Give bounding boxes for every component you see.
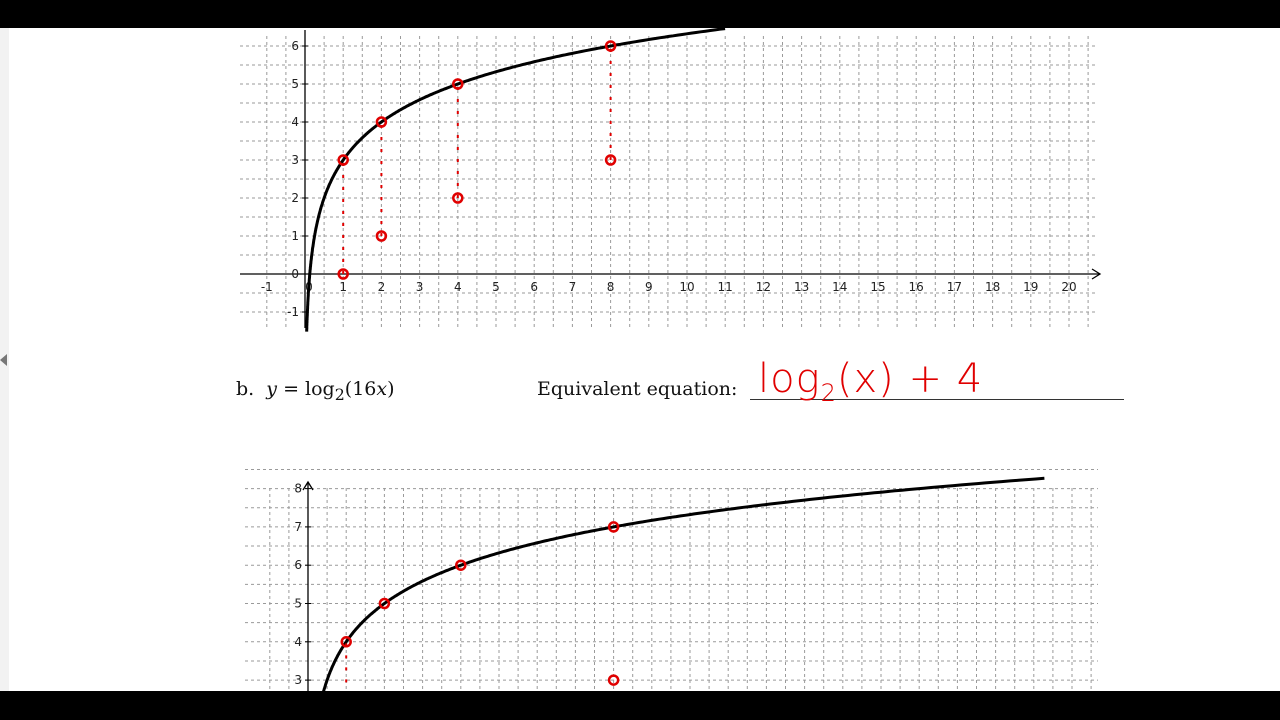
problem-base: 2 <box>334 384 345 404</box>
x-tick-label: 10 <box>679 280 694 294</box>
plotted-point <box>378 597 391 610</box>
x-tick-label: 18 <box>985 280 1000 294</box>
plotted-point <box>604 154 617 166</box>
y-tick-label: 4 <box>294 635 302 649</box>
x-tick-label: 20 <box>1061 280 1076 294</box>
y-tick-label: 5 <box>291 77 299 91</box>
log-curve <box>305 28 726 332</box>
log-curve <box>322 476 1045 691</box>
y-tick-label: 1 <box>291 229 299 243</box>
x-tick-label: 8 <box>607 280 615 294</box>
y-tick-label: 8 <box>294 482 302 496</box>
x-tick-label: 16 <box>909 280 924 294</box>
handwritten-answer: log2(x) + 4 <box>758 356 983 407</box>
x-tick-label: 5 <box>492 280 500 294</box>
x-tick-label: 15 <box>870 280 885 294</box>
x-tick-label: 17 <box>947 280 962 294</box>
y-tick-label: -1 <box>287 305 299 319</box>
x-tick-label: 12 <box>756 280 771 294</box>
answer-line[interactable] <box>750 399 1124 400</box>
hand-rest: (x) + 4 <box>836 356 984 402</box>
x-tick-label: 2 <box>378 280 386 294</box>
x-tick-label: 11 <box>718 280 733 294</box>
plotted-point <box>340 636 352 648</box>
plotted-point <box>607 521 620 533</box>
y-tick-label: 0 <box>291 267 299 281</box>
x-tick-label: 13 <box>794 280 809 294</box>
plotted-point <box>375 230 388 242</box>
x-tick-label: 14 <box>832 280 847 294</box>
problem-arg-var: x <box>376 378 388 400</box>
problem-var: y <box>266 378 278 400</box>
worksheet-page: -1 0 1 2 3 4 5 6 -1 0 1 2 3 4 5 6 7 8 9 10 11 12 13 14 15 16 17 18 1… <box>0 28 1280 691</box>
plotted-point <box>337 154 349 166</box>
problem-label: b. <box>236 378 255 400</box>
y-axis-arrow-icon <box>302 480 314 491</box>
x-axis-arrow-icon <box>1091 268 1102 280</box>
y-tick-label: 3 <box>291 153 299 167</box>
y-tick-label: 3 <box>294 673 302 687</box>
y-tick-label: 6 <box>294 558 302 572</box>
hand-base: 2 <box>820 379 837 407</box>
x-tick-label: 4 <box>454 280 462 294</box>
x-tick-label: -1 <box>261 280 273 294</box>
plotted-point <box>452 78 464 90</box>
x-tick-label: 3 <box>416 280 424 294</box>
y-tick-label: 4 <box>291 115 299 129</box>
plotted-point <box>604 40 617 52</box>
x-tick-label: 9 <box>645 280 653 294</box>
plotted-point <box>375 116 388 128</box>
y-tick-label: 5 <box>294 597 302 611</box>
plotted-point <box>455 559 467 571</box>
equivalent-equation-label: Equivalent equation: <box>537 378 738 400</box>
problem-close: ) <box>387 378 395 400</box>
x-tick-label: 1 <box>339 280 347 294</box>
x-tick-label: 19 <box>1023 280 1038 294</box>
hand-log: log <box>758 356 821 402</box>
x-tick-label: 6 <box>530 280 538 294</box>
x-tick-label: 7 <box>569 280 577 294</box>
plotted-point <box>607 674 620 686</box>
problem-b: b. y = log2(16x) <box>236 378 395 404</box>
plotted-point <box>337 268 349 280</box>
y-tick-label: 2 <box>291 191 299 205</box>
y-tick-label: 6 <box>291 39 299 53</box>
y-tick-label: 7 <box>294 520 302 534</box>
collapse-arrow-icon[interactable] <box>0 354 7 366</box>
problem-arg: (16 <box>344 378 377 400</box>
plotted-point <box>452 192 464 204</box>
problem-equals-log: = log <box>283 378 335 400</box>
